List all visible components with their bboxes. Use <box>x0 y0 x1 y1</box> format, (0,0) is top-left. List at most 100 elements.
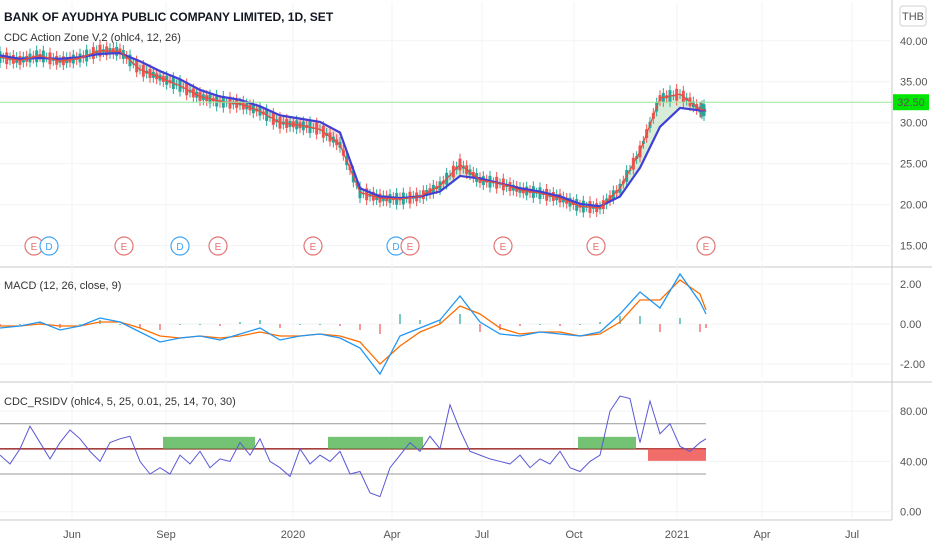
histogram-bar <box>219 324 221 326</box>
y-tick-label: 15.00 <box>900 241 928 253</box>
event-marker-label: E <box>31 242 38 253</box>
histogram-bar <box>699 324 701 332</box>
event-marker-label: E <box>310 242 317 253</box>
y-tick-label: -2.00 <box>900 359 925 371</box>
rsi-title: CDC_RSIDV (ohlc4, 5, 25, 0.01, 25, 14, 7… <box>4 396 236 408</box>
x-tick-label: Jul <box>475 529 489 541</box>
event-marker-label: D <box>392 242 399 253</box>
histogram-bar <box>659 324 661 332</box>
histogram-bar <box>239 322 241 324</box>
bull-zone <box>328 436 423 449</box>
zone-fill <box>640 98 660 168</box>
event-marker <box>114 236 134 256</box>
histogram-bar <box>559 324 561 326</box>
last-price-tag: 32.50 <box>893 94 929 111</box>
histogram-bar <box>519 324 521 326</box>
histogram-bar <box>279 324 281 328</box>
x-tick-label: 2021 <box>665 529 689 541</box>
x-tick-label: Oct <box>565 529 582 541</box>
event-marker-label: E <box>593 242 600 253</box>
event-marker <box>170 236 190 256</box>
macd-title: MACD (12, 26, close, 9) <box>4 280 121 292</box>
event-marker <box>208 236 228 256</box>
event-marker <box>400 236 420 256</box>
event-marker-label: E <box>121 242 128 253</box>
event-marker <box>303 236 323 256</box>
histogram-bar <box>139 324 141 328</box>
histogram-bar <box>359 324 361 330</box>
y-tick-label: 35.00 <box>900 77 928 89</box>
event-marker-label: D <box>45 242 52 253</box>
rsi-panel <box>0 395 707 498</box>
histogram-bar <box>0 324 1 326</box>
histogram-bar <box>119 324 121 325</box>
event-marker <box>696 236 716 256</box>
x-tick-label: Apr <box>753 529 770 541</box>
bull-zone <box>578 436 636 449</box>
y-tick-label: 80.00 <box>900 406 928 418</box>
bear-zone <box>648 448 706 461</box>
histogram-bar <box>39 322 41 324</box>
histogram-bar <box>539 324 541 325</box>
histogram-bar <box>299 324 301 325</box>
indicator-title: CDC Action Zone V.2 (ohlc4, 12, 26) <box>4 32 181 44</box>
event-marker-label: D <box>176 242 183 253</box>
event-marker <box>39 236 59 256</box>
histogram-bar <box>19 324 21 325</box>
bull-zone <box>163 436 255 449</box>
event-marker <box>493 236 513 256</box>
x-tick-label: 2020 <box>281 529 305 541</box>
rsi-line <box>0 395 707 498</box>
x-tick-label: Sep <box>156 529 176 541</box>
histogram-bar <box>419 320 421 324</box>
event-marker-label: E <box>500 242 507 253</box>
histogram-bar <box>79 324 81 325</box>
histogram-bar <box>639 316 641 324</box>
slow-ema-line <box>0 51 706 208</box>
histogram-bar <box>339 324 341 326</box>
y-tick-label: 40.00 <box>900 36 928 48</box>
histogram-bar <box>499 324 501 330</box>
histogram-bar <box>319 324 321 325</box>
histogram-bar <box>399 314 401 324</box>
chart-title: BANK OF AYUDHYA PUBLIC COMPANY LIMITED, … <box>4 10 334 24</box>
histogram-bar <box>479 324 481 332</box>
histogram-bar <box>705 324 707 328</box>
x-axis-ticks: Jun Sep 2020 Apr Jul Oct 2021 Apr Jul <box>63 529 859 541</box>
last-price-value: 32.50 <box>897 97 925 109</box>
histogram-bar <box>599 322 601 324</box>
histogram-bar <box>379 324 381 334</box>
histogram-bar <box>179 324 181 325</box>
x-tick-label: Jun <box>63 529 81 541</box>
y-tick-label: 20.00 <box>900 200 928 212</box>
y-tick-label: 0.00 <box>900 507 921 519</box>
event-marker-label: E <box>703 242 710 253</box>
histogram-bar <box>199 324 201 325</box>
last-price-tag-bg <box>893 94 929 111</box>
x-tick-label: Apr <box>383 529 400 541</box>
histogram-bar <box>159 324 161 330</box>
x-tick-label: Jul <box>845 529 859 541</box>
histogram-bar <box>679 318 681 324</box>
histogram-bar <box>459 314 461 324</box>
y-tick-label: 2.00 <box>900 279 921 291</box>
y-tick-label: 30.00 <box>900 118 928 130</box>
event-marker-label: E <box>407 242 414 253</box>
y-tick-label: 0.00 <box>900 319 921 331</box>
currency-button[interactable]: THB <box>899 5 927 27</box>
fast-ema-line <box>0 50 707 209</box>
histogram-bar <box>439 320 441 324</box>
macd-line <box>0 272 707 376</box>
y-axis-ticks: 15.00 20.00 25.00 30.00 35.00 40.00 -2.00 0.00 2… <box>900 36 928 519</box>
event-marker <box>586 236 606 256</box>
y-tick-label: 40.00 <box>900 456 928 468</box>
histogram-bar <box>619 316 621 324</box>
histogram-bar <box>259 320 261 324</box>
macd-panel <box>0 272 707 376</box>
currency-label: THB <box>902 11 924 23</box>
event-marker-label: E <box>215 242 222 253</box>
histogram-bar <box>579 324 581 325</box>
y-tick-label: 25.00 <box>900 159 928 171</box>
